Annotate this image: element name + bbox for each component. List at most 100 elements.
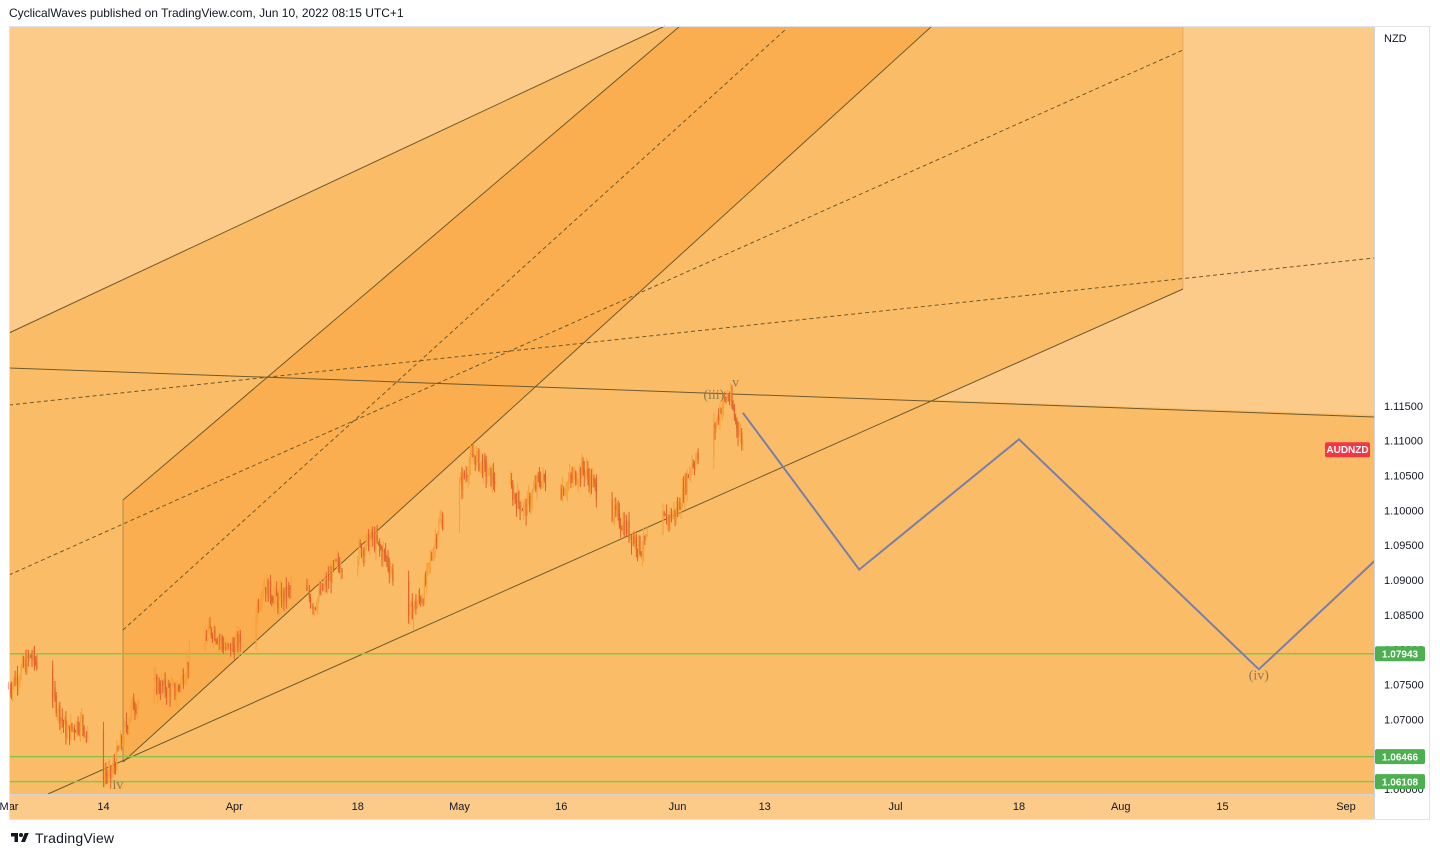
time-tick-label: 13 [759,801,771,813]
candle-body [530,501,532,507]
candle-body [168,684,170,688]
candle-body [290,585,292,591]
candle-body [159,690,161,694]
candle-body [13,678,15,685]
time-tick-label: 16 [555,801,567,813]
candle-body [433,547,435,558]
candle-body [170,685,172,697]
candle-body [335,560,337,562]
candle-body [645,535,647,540]
candle-body [129,716,131,723]
candle-body [526,495,528,516]
candle-body [577,480,579,484]
candle-body [494,481,496,485]
candle-body [587,468,589,477]
candle-body [471,454,473,456]
time-tick-label: May [449,801,470,813]
candle-body [186,662,188,677]
candle-body [259,604,261,609]
candle-body [542,474,544,481]
time-axis[interactable] [0,794,1374,820]
candle-body [571,477,573,480]
candle-body [70,723,72,740]
candle-body [181,673,183,679]
candle-body [158,681,160,691]
candle-body [725,397,727,401]
candle-body [731,393,733,406]
candle-body [359,543,361,545]
candle-body [309,598,312,607]
candle-body [592,478,594,488]
candle-body [461,477,463,490]
candle-body [217,639,220,644]
candle-body [256,603,258,617]
candle-body [220,637,222,641]
candle-body [460,477,462,483]
candle-body [630,535,633,544]
candle-body [377,541,379,543]
descending-resistance-line [8,367,1375,418]
candle-body [573,471,576,474]
price-axis[interactable]: NZD [1374,26,1431,820]
candle-body [30,655,32,658]
price-axis-panel [1375,26,1430,820]
candle-body [15,676,17,685]
candle-body [576,483,578,485]
candle-body [180,678,182,687]
candle-body [271,597,273,602]
candle-body [106,774,108,777]
candle-body [118,748,120,750]
candle-body [675,507,677,517]
candle-body [261,592,263,602]
candle-body [232,642,234,646]
candle-body [216,641,218,644]
candle-body [626,521,628,533]
candle-body [278,594,280,609]
level-tag-background [1375,749,1425,765]
candle-body [540,481,542,487]
candle-body [137,699,140,704]
candle-body [208,624,210,633]
candle-body [713,423,715,460]
candle-body [307,590,309,592]
candle-body [332,563,335,565]
candle-body [230,643,232,652]
tradingview-brand[interactable]: TradingView [35,830,115,846]
candle-body [510,481,513,487]
candle-body [33,650,36,662]
candle-body [387,557,389,567]
candle-body [357,559,359,572]
candle-body [695,459,697,468]
candle-body [617,508,619,510]
candle-body [533,484,536,489]
candle-body [426,567,428,584]
candle-body [663,512,665,515]
candle-body [337,558,340,566]
candle-body [486,475,488,477]
candle-body [674,509,676,517]
candle-body [108,766,111,770]
candle-body [51,669,54,699]
candle-body [71,723,73,729]
candle-body [613,504,616,519]
candle-body [280,589,283,605]
candle-body [518,491,520,503]
candle-body [408,581,410,616]
tradingview-logo-icon[interactable] [9,831,31,845]
candle-body [415,601,417,609]
candle-body [282,591,284,605]
candle-body [425,579,427,584]
candle-body [317,597,319,609]
candle-body [133,697,135,710]
time-tick-label: 14 [97,801,109,813]
candle-body [737,428,739,436]
candle-body [87,731,89,737]
candle-body [308,590,310,599]
candle-body [25,660,27,672]
candle-body [211,635,214,638]
candle-body [154,676,157,678]
candle-body [732,405,734,410]
candle-body [680,507,682,510]
candle-body [26,654,28,672]
